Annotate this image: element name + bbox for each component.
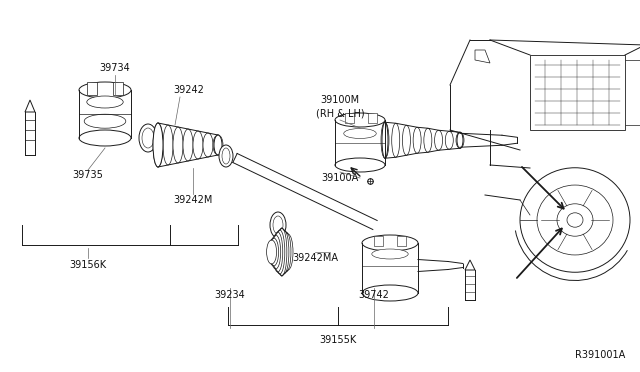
Ellipse shape xyxy=(279,230,289,274)
Ellipse shape xyxy=(283,234,293,270)
Ellipse shape xyxy=(269,238,278,266)
Ellipse shape xyxy=(273,216,283,234)
Text: 39734: 39734 xyxy=(100,63,131,73)
Ellipse shape xyxy=(213,135,223,155)
Polygon shape xyxy=(374,236,383,246)
Text: 39156K: 39156K xyxy=(69,260,107,270)
Ellipse shape xyxy=(87,96,124,108)
Ellipse shape xyxy=(183,129,193,161)
Ellipse shape xyxy=(193,131,203,159)
Ellipse shape xyxy=(281,232,291,272)
Ellipse shape xyxy=(381,122,389,158)
Ellipse shape xyxy=(567,213,583,227)
Ellipse shape xyxy=(557,204,593,236)
Polygon shape xyxy=(475,50,490,63)
Polygon shape xyxy=(397,236,406,246)
Ellipse shape xyxy=(382,122,388,158)
Ellipse shape xyxy=(362,235,418,251)
Polygon shape xyxy=(113,82,123,95)
Ellipse shape xyxy=(79,130,131,146)
Ellipse shape xyxy=(403,125,410,155)
Text: (RH & LH): (RH & LH) xyxy=(316,108,364,118)
Ellipse shape xyxy=(445,131,453,149)
Ellipse shape xyxy=(79,82,131,98)
Bar xyxy=(625,60,640,125)
Ellipse shape xyxy=(84,114,126,128)
Ellipse shape xyxy=(413,127,421,153)
Text: 39234: 39234 xyxy=(214,290,245,300)
Ellipse shape xyxy=(219,145,233,167)
Polygon shape xyxy=(87,82,97,95)
Ellipse shape xyxy=(424,128,432,152)
Text: 39742: 39742 xyxy=(358,290,389,300)
Bar xyxy=(530,55,625,130)
Ellipse shape xyxy=(214,135,222,155)
Ellipse shape xyxy=(537,185,613,255)
Ellipse shape xyxy=(203,133,213,157)
Ellipse shape xyxy=(335,158,385,172)
Ellipse shape xyxy=(271,235,281,269)
Polygon shape xyxy=(368,113,377,123)
Ellipse shape xyxy=(435,130,443,150)
Ellipse shape xyxy=(344,128,376,138)
Ellipse shape xyxy=(163,125,173,165)
Ellipse shape xyxy=(457,132,463,148)
Ellipse shape xyxy=(222,148,230,164)
Polygon shape xyxy=(345,113,354,123)
Ellipse shape xyxy=(139,124,157,152)
Text: 39155K: 39155K xyxy=(319,335,356,345)
Ellipse shape xyxy=(173,127,183,163)
Polygon shape xyxy=(465,260,475,270)
Text: 39100A: 39100A xyxy=(321,173,358,183)
Text: 39735: 39735 xyxy=(72,170,104,180)
Ellipse shape xyxy=(273,232,283,272)
Text: 39242M: 39242M xyxy=(173,195,212,205)
Polygon shape xyxy=(25,100,35,112)
Ellipse shape xyxy=(277,228,287,276)
Ellipse shape xyxy=(362,285,418,301)
Ellipse shape xyxy=(372,249,408,259)
Text: 39100M: 39100M xyxy=(321,95,360,105)
Ellipse shape xyxy=(142,128,154,148)
Ellipse shape xyxy=(392,123,400,157)
Ellipse shape xyxy=(153,123,163,167)
Text: 39242: 39242 xyxy=(173,85,204,95)
Ellipse shape xyxy=(153,123,163,167)
Ellipse shape xyxy=(270,212,286,238)
Ellipse shape xyxy=(267,240,276,264)
Text: 39242MA: 39242MA xyxy=(292,253,338,263)
Text: R391001A: R391001A xyxy=(575,350,625,360)
Ellipse shape xyxy=(335,113,385,127)
Ellipse shape xyxy=(275,230,285,274)
Ellipse shape xyxy=(520,168,630,272)
Ellipse shape xyxy=(456,132,464,148)
